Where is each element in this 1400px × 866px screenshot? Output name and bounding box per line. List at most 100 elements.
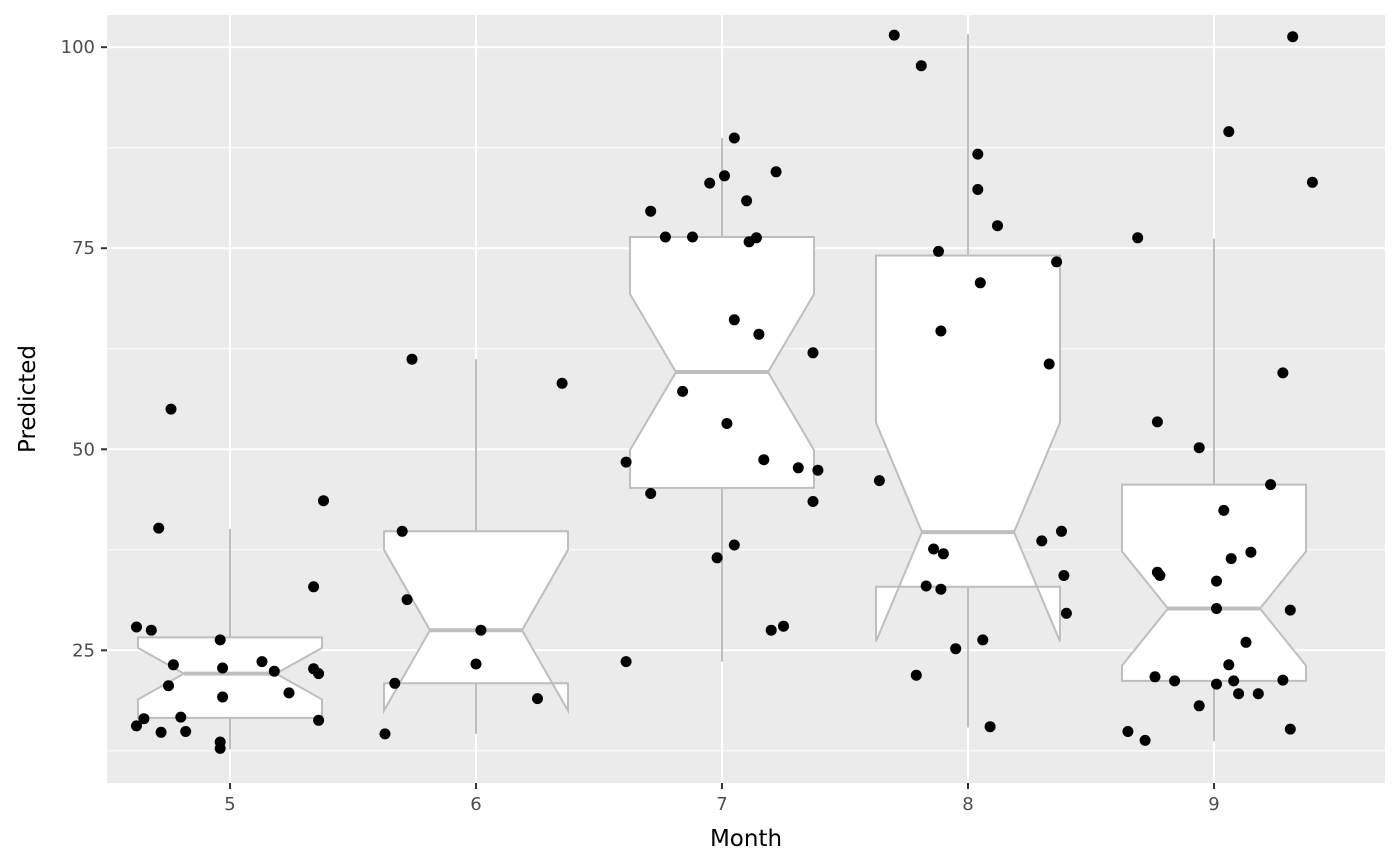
data-point — [1149, 671, 1161, 683]
data-point — [719, 170, 730, 182]
data-point — [792, 462, 804, 474]
notched-box — [875, 254, 1061, 642]
data-point — [1043, 358, 1055, 370]
data-point — [131, 720, 142, 732]
data-point — [704, 177, 716, 189]
data-point — [728, 539, 740, 551]
data-point — [1252, 688, 1264, 700]
data-point — [711, 552, 723, 564]
notched-box — [383, 530, 569, 715]
data-point — [1058, 570, 1070, 581]
data-point — [470, 658, 482, 670]
data-point — [1132, 232, 1144, 244]
data-point — [318, 495, 329, 507]
data-point — [888, 29, 900, 41]
data-point — [1306, 176, 1318, 188]
data-point — [741, 195, 753, 207]
data-point — [175, 711, 187, 723]
data-point — [728, 132, 740, 144]
data-point — [214, 742, 226, 754]
data-point — [1240, 636, 1252, 648]
data-point — [313, 714, 325, 726]
data-point — [145, 624, 157, 636]
data-point — [645, 205, 657, 217]
data-point — [974, 277, 986, 289]
data-point — [984, 721, 996, 733]
data-point — [677, 385, 689, 397]
data-point — [1193, 442, 1205, 454]
x-axis: 5 6 7 8 9 — [224, 783, 1220, 815]
data-point — [1277, 674, 1289, 686]
data-point — [1223, 126, 1235, 138]
data-point — [155, 726, 167, 738]
data-point — [283, 687, 295, 699]
data-point — [1284, 723, 1296, 735]
data-point — [728, 314, 740, 326]
data-point — [778, 620, 789, 632]
data-point — [1051, 256, 1063, 268]
data-point — [933, 245, 944, 257]
boxplot-month-7 — [629, 138, 815, 662]
data-point — [165, 403, 177, 415]
data-point — [217, 691, 229, 703]
y-axis: 25 50 75 100 — [61, 37, 107, 661]
data-point — [1193, 700, 1205, 712]
y-tick-label: 25 — [72, 640, 95, 661]
y-tick-label: 75 — [72, 238, 95, 259]
x-tick-label: 8 — [962, 794, 973, 815]
data-point — [1122, 726, 1134, 737]
data-point — [217, 662, 229, 674]
data-point — [153, 522, 165, 534]
data-point — [920, 580, 932, 592]
x-tick-label: 5 — [224, 794, 235, 815]
data-point — [131, 621, 142, 633]
data-point — [138, 713, 150, 725]
data-point — [972, 184, 984, 195]
data-point — [992, 220, 1003, 232]
data-point — [167, 659, 179, 671]
data-point — [1223, 659, 1235, 671]
data-point — [1277, 367, 1289, 379]
data-point — [928, 543, 940, 555]
data-point — [313, 668, 325, 680]
data-point — [1139, 734, 1151, 746]
data-point — [758, 454, 770, 466]
data-point — [1211, 603, 1222, 614]
data-point — [972, 148, 984, 160]
x-tick-label: 7 — [716, 794, 727, 815]
data-point — [396, 525, 408, 537]
data-point — [1218, 504, 1230, 516]
data-point — [389, 677, 401, 689]
data-point — [214, 634, 226, 646]
data-point — [1245, 546, 1257, 558]
x-tick-label: 9 — [1208, 794, 1219, 815]
data-point — [765, 624, 777, 636]
x-axis-title: Month — [710, 826, 782, 852]
data-point — [406, 353, 418, 365]
data-point — [687, 231, 698, 243]
data-point — [659, 231, 671, 243]
boxplot-month-6 — [383, 359, 569, 734]
data-point — [935, 583, 947, 595]
jitter-points — [131, 29, 1318, 754]
data-point — [721, 418, 733, 429]
data-point — [532, 693, 543, 705]
data-point — [807, 496, 819, 507]
y-axis-title: Predicted — [15, 345, 41, 453]
data-point — [401, 594, 413, 606]
data-point — [915, 60, 927, 72]
data-point — [379, 728, 391, 740]
data-point — [750, 232, 762, 244]
data-point — [1225, 553, 1237, 565]
data-point — [645, 488, 657, 499]
data-point — [812, 464, 824, 476]
data-point — [1265, 479, 1277, 491]
data-point — [1060, 607, 1072, 619]
data-point — [1211, 575, 1222, 587]
data-point — [268, 665, 280, 677]
data-point — [556, 377, 568, 389]
data-point — [873, 475, 885, 487]
data-point — [770, 166, 782, 178]
data-point — [1154, 570, 1166, 581]
